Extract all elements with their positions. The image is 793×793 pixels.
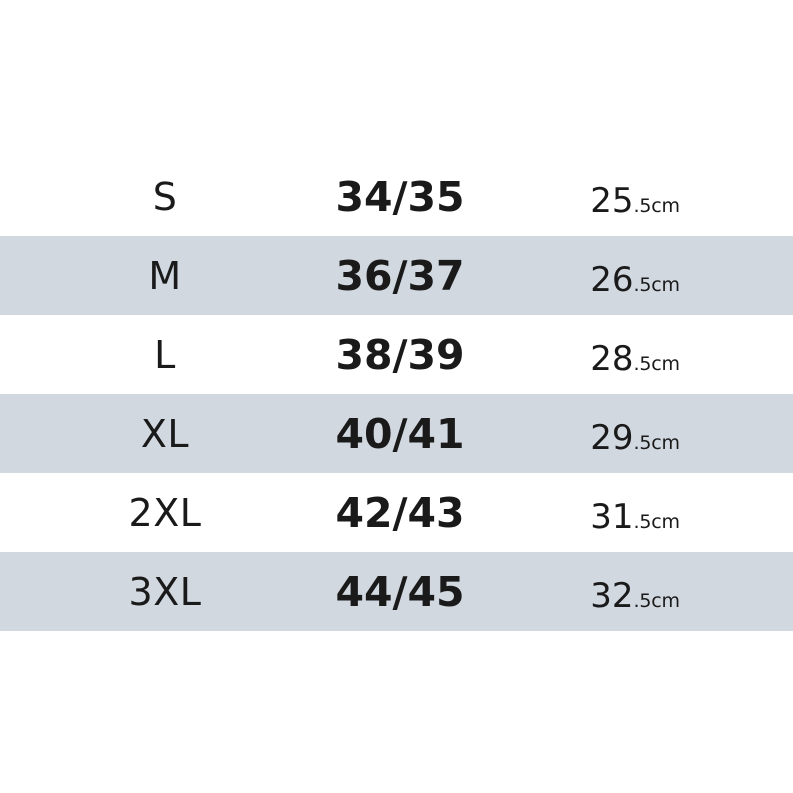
cell-length: 25.5cm: [545, 157, 725, 236]
length-major-value: 25: [590, 181, 634, 221]
length-major-value: 32: [590, 576, 634, 616]
table-row: L 38/39 28.5cm: [0, 315, 793, 394]
length-major-value: 26: [590, 260, 634, 300]
cell-length: 26.5cm: [545, 236, 725, 315]
cell-size-label: S: [152, 174, 178, 219]
table-row: S 34/35 25.5cm: [0, 157, 793, 236]
cell-shoe-size: 40/41: [335, 409, 465, 458]
cell-shoe-size: 42/43: [335, 488, 465, 537]
cell-shoe-size: 44/45: [335, 567, 465, 616]
length-minor-unit: .5cm: [633, 432, 680, 454]
table-row: 3XL 44/45 32.5cm: [0, 552, 793, 631]
size-chart-table: S 34/35 25.5cm M 36/37 26.5cm L 38/39 28.5cm XL 40…: [0, 157, 793, 631]
cell-length: 31.5cm: [545, 473, 725, 552]
cell-size-label: XL: [140, 411, 190, 456]
cell-shoe-size: 34/35: [335, 172, 465, 221]
length-major-value: 29: [590, 418, 634, 458]
cell-size-label: 3XL: [128, 569, 202, 614]
cell-size-label: L: [154, 332, 176, 377]
cell-length: 29.5cm: [545, 394, 725, 473]
table-row: XL 40/41 29.5cm: [0, 394, 793, 473]
length-minor-unit: .5cm: [633, 511, 680, 533]
cell-shoe-size: 38/39: [335, 330, 465, 379]
length-minor-unit: .5cm: [633, 353, 680, 375]
cell-size-label: M: [148, 253, 182, 298]
cell-length: 28.5cm: [545, 315, 725, 394]
length-major-value: 31: [590, 497, 634, 537]
length-minor-unit: .5cm: [633, 590, 680, 612]
length-minor-unit: .5cm: [633, 195, 680, 217]
length-minor-unit: .5cm: [633, 274, 680, 296]
length-major-value: 28: [590, 339, 634, 379]
table-row: M 36/37 26.5cm: [0, 236, 793, 315]
cell-size-label: 2XL: [128, 490, 202, 535]
table-row: 2XL 42/43 31.5cm: [0, 473, 793, 552]
cell-length: 32.5cm: [545, 552, 725, 631]
cell-shoe-size: 36/37: [335, 251, 465, 300]
